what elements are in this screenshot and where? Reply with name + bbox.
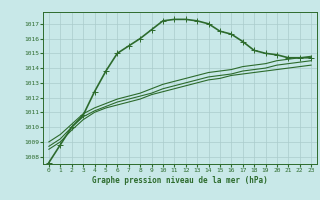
X-axis label: Graphe pression niveau de la mer (hPa): Graphe pression niveau de la mer (hPa) [92, 176, 268, 185]
